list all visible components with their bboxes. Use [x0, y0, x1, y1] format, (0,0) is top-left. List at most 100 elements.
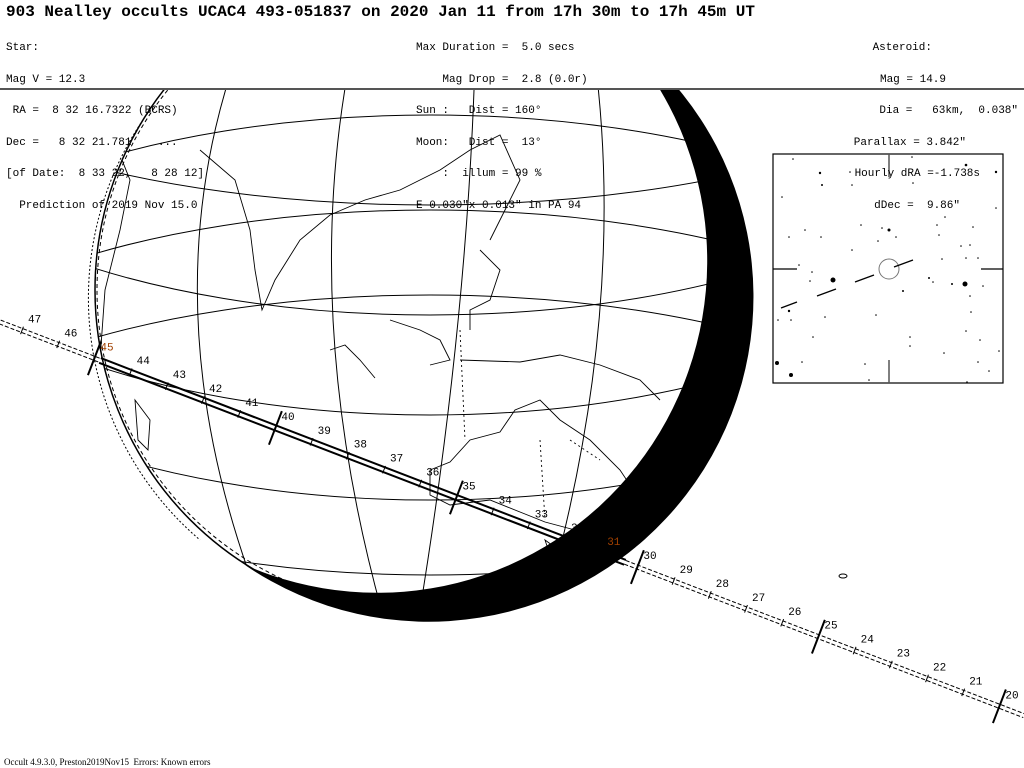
coastline — [134, 398, 151, 452]
field-star — [964, 163, 968, 167]
field-star — [943, 352, 945, 354]
path-edge-dashed — [624, 563, 1024, 719]
field-star — [995, 207, 997, 209]
longitude-line — [330, 90, 391, 615]
minute-tick-29 — [671, 577, 676, 585]
asteroid-mag: Mag = 14.9 — [879, 73, 946, 86]
field-star — [821, 184, 823, 186]
minute-tick-24 — [852, 646, 857, 655]
path-edge-north — [100, 357, 627, 561]
minute-tick-34 — [490, 507, 495, 516]
coastline — [329, 344, 376, 379]
field-star — [944, 216, 946, 218]
globe — [87, 90, 754, 622]
terminator-shading — [245, 90, 754, 622]
field-star — [801, 361, 803, 363]
minute-label-43: 43 — [173, 370, 186, 382]
ddec: dDec = 9.86" — [874, 199, 960, 212]
track-segment — [816, 288, 837, 297]
hourly-dra: Hourly dRA =-1.738s — [854, 168, 980, 180]
star-ra: RA = 8 32 16.7322 (BCRS) — [6, 105, 178, 117]
asteroid-diameter: Dia = 63km, 0.038" — [879, 105, 1018, 117]
minute-tick-39 — [309, 437, 314, 446]
field-star — [851, 184, 853, 186]
minute-tick-44 — [128, 368, 133, 377]
asteroid-parallax: Parallax = 3.842" — [853, 136, 966, 149]
minute-label-40: 40 — [281, 412, 294, 424]
occultation-path: 20 21 22 23 24 25 26 27 28 29 30 31 32 33 34 35 36 37 38 39… — [0, 314, 1024, 724]
field-star — [932, 281, 934, 283]
field-star — [928, 277, 930, 279]
minute-label-33: 33 — [535, 509, 548, 521]
minute-tick-47 — [20, 326, 24, 335]
field-star — [951, 283, 953, 285]
field-star — [966, 381, 968, 383]
field-star — [811, 271, 813, 273]
minute-tick-32 — [563, 535, 567, 544]
longitude-line — [196, 90, 276, 615]
minute-tick-26 — [780, 618, 785, 627]
field-star — [982, 285, 984, 287]
star-of-date: [of Date: 8 33 22, 8 28 12] — [6, 168, 205, 180]
field-stars — [775, 156, 1000, 383]
minute-tick-20 — [992, 689, 1007, 724]
field-star — [988, 370, 990, 372]
minute-label-39: 39 — [318, 426, 331, 438]
minute-label-44: 44 — [137, 356, 151, 368]
latitude-line — [95, 90, 745, 501]
moon-distance: Moon: Dist = 13° — [416, 136, 542, 149]
track-segment — [893, 259, 914, 268]
field-star — [965, 257, 967, 259]
minute-label-23: 23 — [897, 649, 910, 661]
minute-tick-30 — [630, 549, 645, 585]
prediction-date: Prediction of 2019 Nov 15.0 — [6, 199, 198, 212]
field-star — [895, 236, 897, 238]
minute-label-41: 41 — [245, 398, 259, 410]
star-chart-inset — [772, 153, 1004, 384]
mag-drop: Mag Drop = 2.8 (0.0r) — [416, 73, 588, 86]
star-dec: Dec = 8 32 21.781 ... — [6, 136, 178, 149]
coastline — [459, 354, 661, 401]
minute-tick-22 — [925, 674, 929, 683]
field-star — [969, 244, 971, 246]
page-title: 903 Nealley occults UCAC4 493-051837 on … — [6, 3, 755, 21]
field-star — [775, 361, 779, 365]
minute-label-26: 26 — [788, 607, 801, 619]
field-star — [790, 319, 792, 321]
latitude-line — [95, 90, 745, 316]
minute-label-30: 30 — [643, 551, 656, 563]
coastline — [389, 319, 451, 366]
minute-label-47: 47 — [28, 314, 41, 326]
minute-tick-31 — [599, 549, 604, 558]
field-star — [830, 277, 836, 283]
minute-label-35: 35 — [462, 481, 475, 493]
minute-tick-38 — [345, 451, 350, 460]
minute-tick-46 — [56, 340, 61, 349]
minute-label-37: 37 — [390, 454, 403, 466]
minute-tick-36 — [418, 479, 423, 488]
coastline — [469, 249, 501, 330]
field-star — [969, 295, 971, 297]
track-segment — [780, 301, 798, 309]
error-ellipse: E 0.030"x 0.013" in PA 94 — [416, 199, 582, 212]
minute-label-21: 21 — [969, 676, 983, 688]
field-star — [849, 171, 851, 173]
minute-tick-40 — [268, 410, 283, 446]
state-border — [459, 329, 601, 521]
path-edge-south — [98, 361, 625, 566]
minute-label-24: 24 — [861, 635, 875, 647]
minute-label-42: 42 — [209, 384, 222, 396]
track-segment — [854, 274, 875, 283]
minute-label-34: 34 — [499, 495, 513, 507]
minute-tick-21 — [961, 688, 966, 697]
minute-label-36: 36 — [426, 468, 439, 480]
field-star — [809, 280, 811, 282]
field-star — [798, 264, 800, 266]
footer-version: Occult 4.9.3.0, Preston2019Nov15 Errors:… — [4, 757, 211, 767]
field-star — [887, 228, 891, 232]
path-edge-dashed — [0, 319, 101, 360]
minute-tick-35 — [449, 480, 464, 515]
asteroid-info: Asteroid: Mag = 14.9 Dia = 63km, 0.038" … — [854, 22, 1018, 222]
minute-tick-45 — [87, 341, 102, 376]
target-star-circle — [878, 258, 900, 280]
